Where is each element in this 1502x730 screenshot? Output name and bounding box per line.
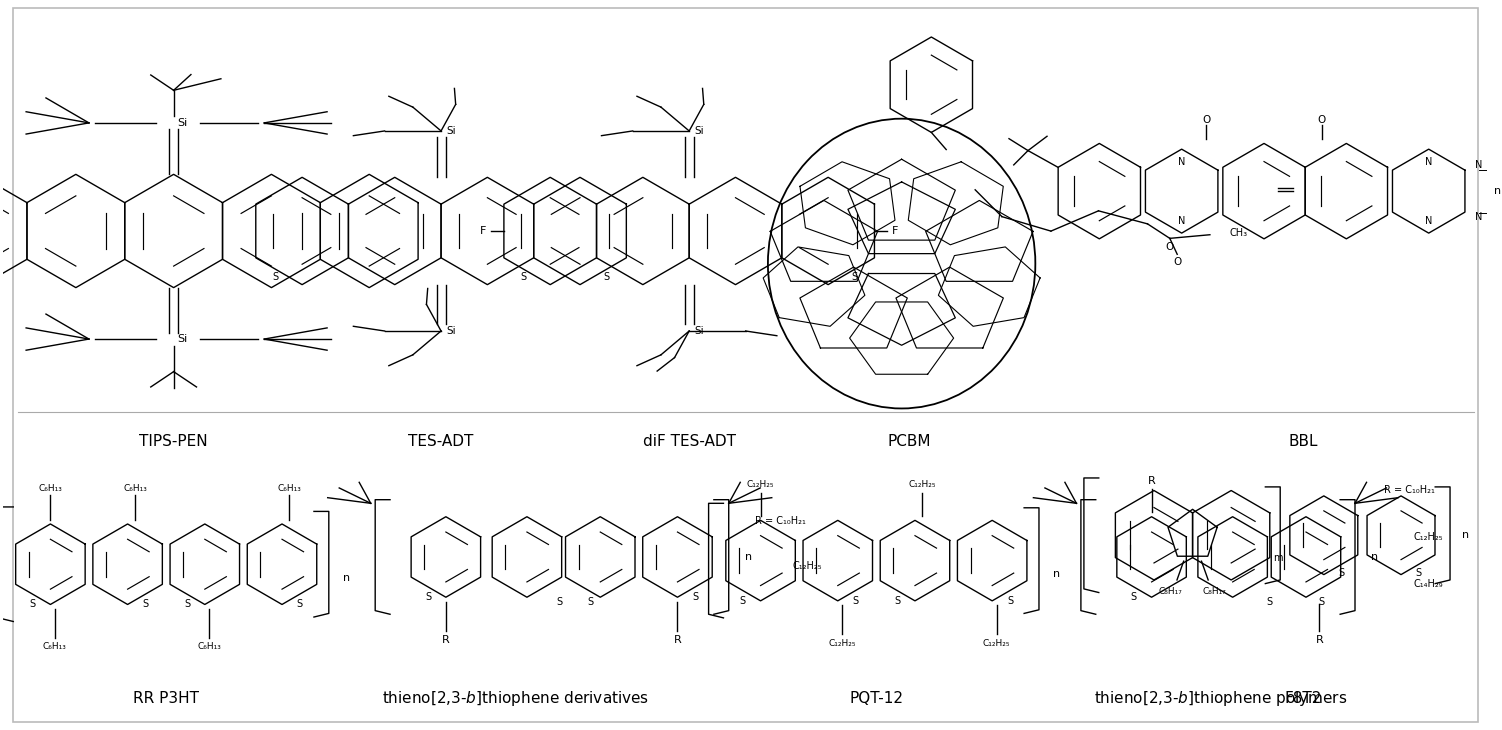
Text: TIPS-PEN: TIPS-PEN xyxy=(140,434,207,448)
Text: S: S xyxy=(1006,596,1012,606)
Text: F: F xyxy=(481,226,487,236)
Text: S: S xyxy=(852,272,858,282)
Text: N: N xyxy=(1475,212,1482,223)
Text: S: S xyxy=(739,596,746,606)
Text: S: S xyxy=(556,596,562,607)
Text: C₆H₁₃: C₆H₁₃ xyxy=(39,484,63,493)
Text: Si: Si xyxy=(177,334,188,344)
Text: N: N xyxy=(1475,160,1482,170)
Text: N: N xyxy=(1178,215,1185,226)
Text: PCBM: PCBM xyxy=(888,434,931,448)
Text: S: S xyxy=(1338,568,1344,578)
Text: N: N xyxy=(1425,215,1433,226)
Text: R: R xyxy=(1148,476,1155,486)
Text: S: S xyxy=(587,596,593,607)
Text: R = C₁₀H₂₁: R = C₁₀H₂₁ xyxy=(1383,485,1434,495)
Text: C₁₂H₂₅: C₁₂H₂₅ xyxy=(829,639,856,648)
Text: Si: Si xyxy=(695,126,704,136)
Text: S: S xyxy=(692,592,698,602)
Text: PQT-12: PQT-12 xyxy=(849,691,903,706)
Text: S: S xyxy=(604,272,610,282)
Text: O: O xyxy=(1173,256,1182,266)
Text: S: S xyxy=(853,596,859,606)
Text: n: n xyxy=(745,552,753,562)
Text: S: S xyxy=(1416,568,1422,578)
Text: S: S xyxy=(1319,596,1325,607)
Text: m: m xyxy=(1274,553,1283,563)
Text: C₆H₁₃: C₆H₁₃ xyxy=(123,484,147,493)
Text: S: S xyxy=(143,599,149,610)
Text: C₁₂H₂₅: C₁₂H₂₅ xyxy=(1413,532,1443,542)
Text: S: S xyxy=(425,592,431,602)
Text: S: S xyxy=(297,599,303,610)
Text: CH₃: CH₃ xyxy=(1229,228,1247,237)
Text: S: S xyxy=(272,272,278,282)
Text: C₆H₁₃: C₆H₁₃ xyxy=(44,642,66,651)
Text: S: S xyxy=(894,596,900,606)
Text: C₆H₁₃: C₆H₁₃ xyxy=(278,484,302,493)
Text: C₁₂H₂₅: C₁₂H₂₅ xyxy=(909,480,936,489)
Text: n: n xyxy=(1371,552,1379,562)
Text: S: S xyxy=(183,599,191,610)
Text: S: S xyxy=(1131,592,1137,602)
Text: S: S xyxy=(30,599,36,610)
Text: C₁₂H₂₅: C₁₂H₂₅ xyxy=(982,639,1011,648)
Text: F: F xyxy=(892,226,898,236)
Text: R: R xyxy=(442,634,449,645)
Text: n: n xyxy=(1494,186,1500,196)
Text: O: O xyxy=(1166,242,1175,252)
Text: C₆H₁₃: C₆H₁₃ xyxy=(197,642,221,651)
Text: N: N xyxy=(1178,156,1185,166)
Text: C₈H₁₇: C₈H₁₇ xyxy=(1158,587,1182,596)
Text: BBL: BBL xyxy=(1289,434,1317,448)
Text: N: N xyxy=(1425,156,1433,166)
Text: C₁₄H₂₉: C₁₄H₂₉ xyxy=(1413,579,1443,589)
Text: n: n xyxy=(342,572,350,583)
Text: Si: Si xyxy=(695,326,704,336)
Text: thieno[2,3-$b$]thiophene derivatives: thieno[2,3-$b$]thiophene derivatives xyxy=(382,688,649,708)
Text: O: O xyxy=(1317,115,1326,125)
Text: R = C₁₀H₂₁: R = C₁₀H₂₁ xyxy=(756,516,807,526)
Text: n: n xyxy=(1053,569,1060,579)
Text: n: n xyxy=(1461,530,1469,540)
Text: Si: Si xyxy=(446,326,457,336)
Text: C₈H₁₇: C₈H₁₇ xyxy=(1203,587,1227,596)
Text: C₁₂H₂₅: C₁₂H₂₅ xyxy=(746,480,775,489)
Text: RR P3HT: RR P3HT xyxy=(134,691,200,706)
Text: S: S xyxy=(1266,596,1272,607)
Text: thieno[2,3-$b$]thiophene polymers: thieno[2,3-$b$]thiophene polymers xyxy=(1095,688,1347,708)
Text: R: R xyxy=(673,634,682,645)
Text: Si: Si xyxy=(177,118,188,128)
Text: R: R xyxy=(1316,634,1323,645)
Text: diF TES-ADT: diF TES-ADT xyxy=(643,434,736,448)
Text: TES-ADT: TES-ADT xyxy=(409,434,473,448)
Text: F8T2: F8T2 xyxy=(1284,691,1322,706)
Text: O: O xyxy=(1202,115,1211,125)
Text: S: S xyxy=(520,272,527,282)
Text: C₁₂H₂₅: C₁₂H₂₅ xyxy=(793,561,822,571)
Text: Si: Si xyxy=(446,126,457,136)
